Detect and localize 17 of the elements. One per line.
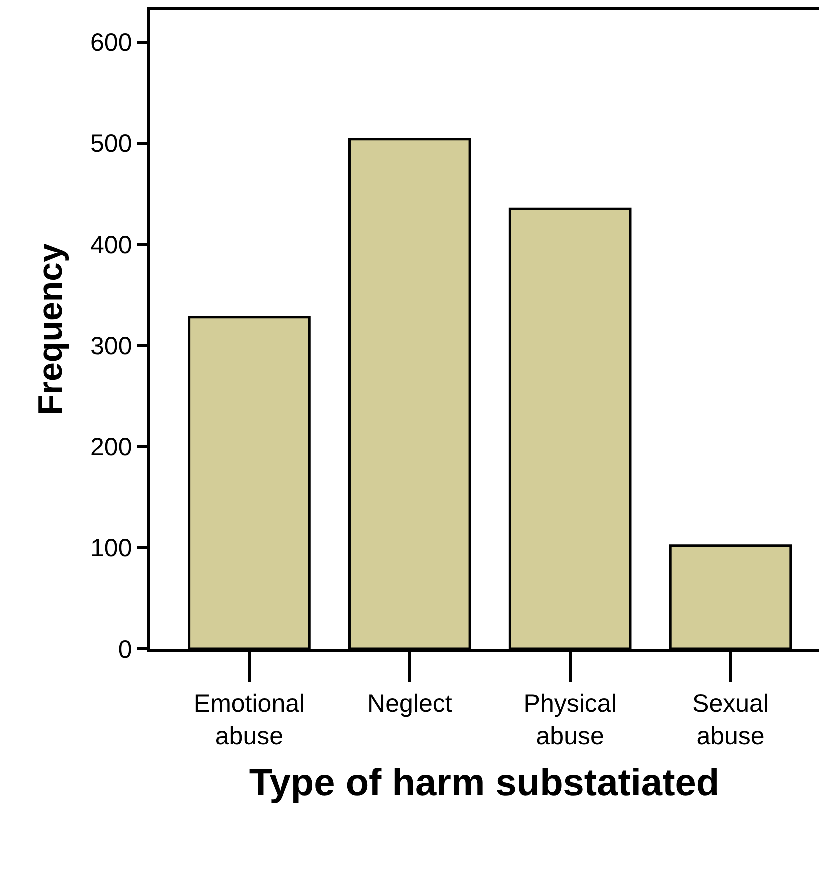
x-tick-label: Neglect xyxy=(368,690,452,718)
x-tick-label: Emotional abuse xyxy=(194,690,306,750)
y-tick-label: 300 xyxy=(90,332,132,360)
y-tick-label: 0 xyxy=(118,636,132,664)
y-tick-label: 400 xyxy=(90,231,132,260)
y-axis-title: Frequency xyxy=(32,243,70,416)
x-axis-title: Type of harm substatiated xyxy=(249,762,720,804)
bar xyxy=(188,316,311,649)
y-tick-label: 600 xyxy=(90,29,132,58)
y-tick-label: 500 xyxy=(90,130,132,158)
bar xyxy=(348,138,472,649)
bar xyxy=(669,544,792,649)
y-tick-label: 200 xyxy=(90,434,132,462)
bar xyxy=(508,208,632,649)
x-tick-label: Sexual abuse xyxy=(692,690,769,750)
y-tick-label: 100 xyxy=(90,534,132,563)
x-tick-label: Physical abuse xyxy=(524,690,617,750)
